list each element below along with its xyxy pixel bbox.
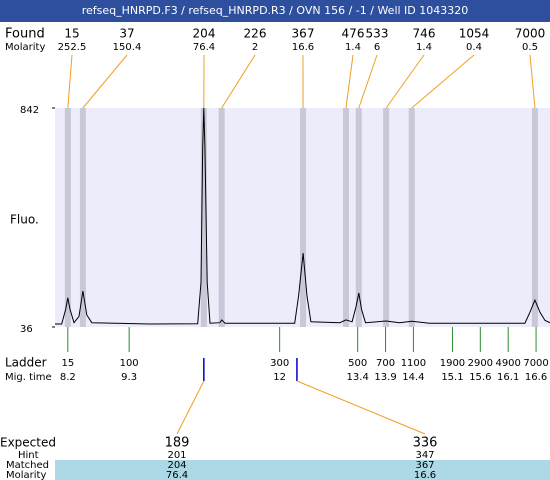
ladder-time: 12 bbox=[273, 372, 286, 383]
ladder-size: 300 bbox=[270, 358, 289, 369]
ladder-time: 13.4 bbox=[347, 372, 369, 383]
expected-size: 336 bbox=[413, 436, 438, 451]
ladder-size: 15 bbox=[61, 358, 74, 369]
ladder-size: 100 bbox=[120, 358, 139, 369]
peak-connector bbox=[82, 54, 128, 109]
molarity-row-bg bbox=[55, 470, 550, 480]
found-size: 37 bbox=[119, 27, 134, 41]
found-label: Found bbox=[5, 27, 45, 42]
peak-band bbox=[408, 108, 415, 327]
expected-connector bbox=[176, 380, 205, 435]
found-molarity: 76.4 bbox=[193, 42, 215, 53]
peak-band bbox=[218, 108, 225, 327]
ladder-time: 9.3 bbox=[121, 372, 137, 383]
peak-band bbox=[342, 108, 349, 327]
ladder-size: 1900 bbox=[440, 358, 465, 369]
found-size: 7000 bbox=[515, 27, 546, 41]
trace bbox=[55, 107, 550, 325]
expected-connector bbox=[296, 380, 426, 435]
header-title: refseq_HNRPD.F3 / refseq_HNRPD.R3 / OVN … bbox=[82, 4, 469, 17]
expected-matched: 367 bbox=[415, 460, 434, 471]
found-size: 533 bbox=[366, 27, 389, 41]
found-molarity: 0.5 bbox=[522, 42, 538, 53]
ladder-size: 500 bbox=[348, 358, 367, 369]
found-size: 15 bbox=[64, 27, 79, 41]
header-bar bbox=[0, 0, 550, 22]
y-tick-label: 36 bbox=[20, 324, 33, 335]
peak-connector bbox=[411, 54, 475, 109]
ladder-size: 700 bbox=[376, 358, 395, 369]
expected-hint: 347 bbox=[415, 450, 434, 461]
found-molarity: 1.4 bbox=[416, 42, 432, 53]
expected-matched: 204 bbox=[167, 460, 186, 471]
ladder-time: 14.4 bbox=[402, 372, 424, 383]
expected-label: Expected bbox=[0, 436, 56, 450]
expected-hint: 201 bbox=[167, 450, 186, 461]
peak-connector bbox=[358, 54, 378, 109]
hint-label: Hint bbox=[18, 450, 39, 461]
y-tick-label: 842 bbox=[20, 105, 39, 116]
matched-row-bg bbox=[55, 460, 550, 470]
molarity-label: Molarity bbox=[5, 42, 45, 53]
peak-band bbox=[79, 108, 86, 327]
peak-band bbox=[200, 108, 207, 327]
ladder-time: 13.9 bbox=[374, 372, 396, 383]
found-size: 746 bbox=[413, 27, 436, 41]
found-size: 476 bbox=[342, 27, 365, 41]
peak-band bbox=[355, 108, 362, 327]
peak-band bbox=[383, 108, 390, 327]
peak-connector bbox=[529, 54, 536, 109]
expected-size: 189 bbox=[165, 436, 190, 451]
found-size: 1054 bbox=[459, 27, 490, 41]
peak-band bbox=[64, 108, 71, 327]
found-molarity: 16.6 bbox=[292, 42, 314, 53]
y-axis-label: Fluo. bbox=[10, 213, 39, 227]
ladder-time: 15.6 bbox=[469, 372, 491, 383]
ladder-size: 4900 bbox=[495, 358, 520, 369]
found-size: 226 bbox=[244, 27, 267, 41]
ladder-time: 16.1 bbox=[497, 372, 519, 383]
ladder-label: Ladder bbox=[5, 356, 47, 370]
matched-label: Matched bbox=[6, 460, 49, 471]
ladder-time: 8.2 bbox=[60, 372, 76, 383]
found-size: 204 bbox=[193, 27, 216, 41]
mig-time-label: Mig. time bbox=[5, 372, 52, 383]
expected-molarity: 76.4 bbox=[166, 470, 188, 480]
peak-band bbox=[300, 108, 307, 327]
found-molarity: 0.4 bbox=[466, 42, 482, 53]
peak-connector bbox=[345, 54, 354, 109]
found-molarity: 6 bbox=[374, 42, 380, 53]
ladder-size: 1100 bbox=[401, 358, 426, 369]
found-molarity: 150.4 bbox=[113, 42, 142, 53]
found-molarity: 2 bbox=[252, 42, 258, 53]
ladder-size: 7000 bbox=[523, 358, 548, 369]
peak-band bbox=[531, 108, 538, 327]
ladder-time: 16.6 bbox=[525, 372, 547, 383]
found-molarity: 252.5 bbox=[58, 42, 87, 53]
expected-molarity: 16.6 bbox=[414, 470, 436, 480]
peak-connector bbox=[385, 54, 425, 109]
ladder-size: 2900 bbox=[468, 358, 493, 369]
ladder-time: 15.1 bbox=[441, 372, 463, 383]
found-size: 367 bbox=[292, 27, 315, 41]
peak-connector bbox=[221, 54, 256, 109]
peak-connector bbox=[67, 54, 73, 109]
found-molarity: 1.4 bbox=[345, 42, 361, 53]
expected-molarity-label: Molarity bbox=[6, 470, 46, 480]
